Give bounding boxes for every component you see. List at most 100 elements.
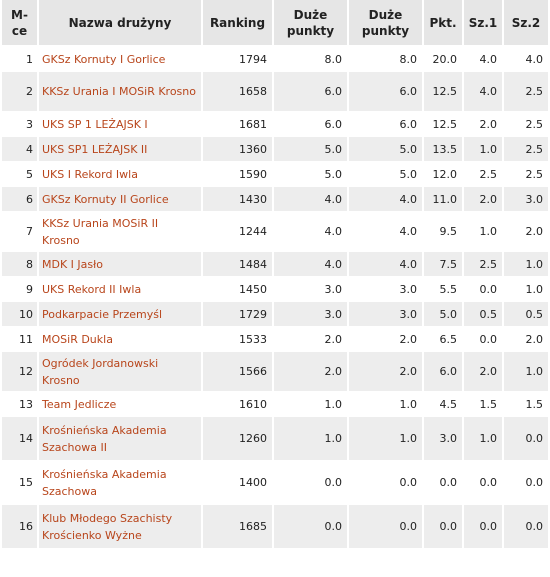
big-points-2-cell: 6.0 xyxy=(348,71,424,112)
team-name-cell: UKS SP1 LEŻAJSK II xyxy=(38,136,203,162)
ranking-cell: 1450 xyxy=(202,276,274,302)
table-row: 14 Krośnieńska Akademia Szachowa II 1260… xyxy=(2,416,548,461)
team-link[interactable]: GKSz Kornuty I Gorlice xyxy=(42,52,166,66)
points-cell: 0.0 xyxy=(423,504,464,549)
team-link[interactable]: KKSz Urania MOSiR II Krosno xyxy=(42,216,159,247)
big-points-1-cell: 1.0 xyxy=(273,416,349,461)
table-row: 1 GKSz Kornuty I Gorlice 1794 8.0 8.0 20… xyxy=(2,46,548,72)
team-link[interactable]: Klub Młodego Szachisty Krościenko Wyżne xyxy=(42,511,173,542)
big-points-2-cell: 0.0 xyxy=(348,504,424,549)
ranking-cell: 1260 xyxy=(202,416,274,461)
position-cell: 6 xyxy=(2,186,39,212)
points-cell: 7.5 xyxy=(423,251,464,277)
team-link[interactable]: Podkarpacie Przemyśl xyxy=(42,307,163,321)
team-name-cell: MOSiR Dukla xyxy=(38,326,203,352)
points-cell: 12.5 xyxy=(423,71,464,112)
table-row: 5 UKS I Rekord Iwla 1590 5.0 5.0 12.0 2.… xyxy=(2,161,548,187)
tiebreak-2-cell: 3.0 xyxy=(503,186,548,212)
team-link[interactable]: GKSz Kornuty II Gorlice xyxy=(42,192,169,206)
team-name-cell: MDK I Jasło xyxy=(38,251,203,277)
team-name-cell: KKSz Urania MOSiR II Krosno xyxy=(38,211,203,252)
ranking-cell: 1681 xyxy=(202,111,274,137)
points-cell: 20.0 xyxy=(423,46,464,72)
header-ranking: Ranking xyxy=(202,0,274,47)
tiebreak-1-cell: 1.0 xyxy=(463,416,504,461)
ranking-cell: 1244 xyxy=(202,211,274,252)
tiebreak-2-cell: 0.0 xyxy=(503,504,548,549)
position-cell: 11 xyxy=(2,326,39,352)
position-cell: 14 xyxy=(2,416,39,461)
team-link[interactable]: Krośnieńska Akademia Szachowa II xyxy=(42,423,167,454)
tiebreak-1-cell: 4.0 xyxy=(463,71,504,112)
ranking-cell: 1658 xyxy=(202,71,274,112)
team-name-cell: Team Jedlicze xyxy=(38,391,203,417)
team-link[interactable]: KKSz Urania I MOSiR Krosno xyxy=(42,85,196,98)
big-points-1-cell: 8.0 xyxy=(273,46,349,72)
tiebreak-1-cell: 2.5 xyxy=(463,161,504,187)
standings-table: M-ce Nazwa drużyny Ranking Duże punkty D… xyxy=(2,0,548,549)
team-link[interactable]: MDK I Jasło xyxy=(42,257,103,271)
team-link[interactable]: UKS I Rekord Iwla xyxy=(42,167,138,181)
big-points-2-cell: 2.0 xyxy=(348,326,424,352)
position-cell: 7 xyxy=(2,211,39,252)
points-cell: 11.0 xyxy=(423,186,464,212)
big-points-1-cell: 5.0 xyxy=(273,161,349,187)
points-cell: 12.5 xyxy=(423,111,464,137)
tiebreak-1-cell: 0.0 xyxy=(463,504,504,549)
big-points-2-cell: 3.0 xyxy=(348,276,424,302)
ranking-cell: 1566 xyxy=(202,351,274,392)
points-cell: 13.5 xyxy=(423,136,464,162)
tiebreak-1-cell: 4.0 xyxy=(463,46,504,72)
ranking-cell: 1533 xyxy=(202,326,274,352)
big-points-2-cell: 8.0 xyxy=(348,46,424,72)
position-cell: 1 xyxy=(2,46,39,72)
big-points-1-cell: 6.0 xyxy=(273,111,349,137)
table-row: 3 UKS SP 1 LEŻAJSK I 1681 6.0 6.0 12.5 2… xyxy=(2,111,548,137)
big-points-1-cell: 0.0 xyxy=(273,504,349,549)
header-row: M-ce Nazwa drużyny Ranking Duże punkty D… xyxy=(2,0,548,47)
position-cell: 4 xyxy=(2,136,39,162)
big-points-2-cell: 6.0 xyxy=(348,111,424,137)
tiebreak-2-cell: 2.0 xyxy=(503,211,548,252)
points-cell: 0.0 xyxy=(423,460,464,505)
big-points-2-cell: 3.0 xyxy=(348,301,424,327)
tiebreak-1-cell: 1.0 xyxy=(463,136,504,162)
team-link[interactable]: Ogródek Jordanowski Krosno xyxy=(42,356,159,387)
points-cell: 6.5 xyxy=(423,326,464,352)
ranking-cell: 1685 xyxy=(202,504,274,549)
big-points-1-cell: 1.0 xyxy=(273,391,349,417)
team-name-cell: Podkarpacie Przemyśl xyxy=(38,301,203,327)
points-cell: 3.0 xyxy=(423,416,464,461)
big-points-1-cell: 3.0 xyxy=(273,276,349,302)
big-points-2-cell: 5.0 xyxy=(348,161,424,187)
team-link[interactable]: UKS Rekord II Iwla xyxy=(42,282,142,296)
tiebreak-2-cell: 2.5 xyxy=(503,111,548,137)
team-link[interactable]: UKS SP1 LEŻAJSK II xyxy=(42,142,148,156)
position-cell: 12 xyxy=(2,351,39,392)
big-points-2-cell: 5.0 xyxy=(348,136,424,162)
points-cell: 9.5 xyxy=(423,211,464,252)
team-link[interactable]: Team Jedlicze xyxy=(42,397,117,411)
position-cell: 15 xyxy=(2,460,39,505)
tiebreak-2-cell: 1.0 xyxy=(503,276,548,302)
team-link[interactable]: UKS SP 1 LEŻAJSK I xyxy=(42,117,148,131)
position-cell: 13 xyxy=(2,391,39,417)
team-name-cell: Ogródek Jordanowski Krosno xyxy=(38,351,203,392)
table-row: 2 KKSz Urania I MOSiR Krosno 1658 6.0 6.… xyxy=(2,71,548,112)
big-points-1-cell: 0.0 xyxy=(273,460,349,505)
table-row: 8 MDK I Jasło 1484 4.0 4.0 7.5 2.5 1.0 xyxy=(2,251,548,277)
team-name-cell: GKSz Kornuty II Gorlice xyxy=(38,186,203,212)
ranking-cell: 1430 xyxy=(202,186,274,212)
points-cell: 4.5 xyxy=(423,391,464,417)
team-link[interactable]: Krośnieńska Akademia Szachowa xyxy=(42,467,167,498)
tiebreak-2-cell: 1.0 xyxy=(503,251,548,277)
position-cell: 3 xyxy=(2,111,39,137)
ranking-cell: 1729 xyxy=(202,301,274,327)
team-name-cell: UKS I Rekord Iwla xyxy=(38,161,203,187)
table-row: 13 Team Jedlicze 1610 1.0 1.0 4.5 1.5 1.… xyxy=(2,391,548,417)
tiebreak-2-cell: 0.0 xyxy=(503,460,548,505)
ranking-cell: 1590 xyxy=(202,161,274,187)
table-row: 4 UKS SP1 LEŻAJSK II 1360 5.0 5.0 13.5 1… xyxy=(2,136,548,162)
team-link[interactable]: MOSiR Dukla xyxy=(42,332,113,346)
big-points-1-cell: 4.0 xyxy=(273,251,349,277)
